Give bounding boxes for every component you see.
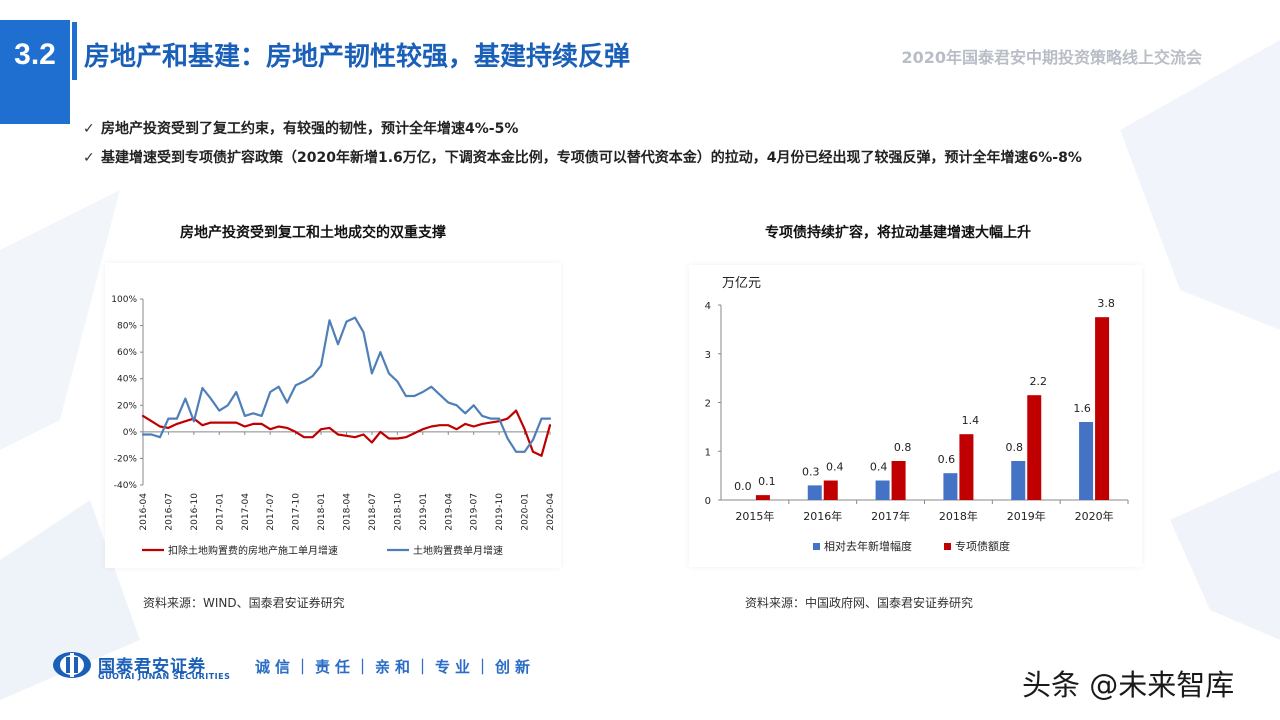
section-number: 3.2 — [0, 20, 70, 124]
x-tick-label: 2018-07 — [368, 493, 378, 531]
bullet-item: ✓ 基建增速受到专项债扩容政策（2020年新增1.6万亿，下调资本金比例，专项债可… — [83, 150, 1082, 166]
right-chart-source: 资料来源：中国政府网、国泰君安证券研究 — [745, 596, 974, 610]
bar-chart: 万亿元 0 1 2 3 4 2015年 0.0 0.1 2016年 0.3 0.4 2017年 0.4 0.… — [705, 276, 1129, 553]
left-chart-title: 房地产投资受到复工和土地成交的双重支撑 — [180, 225, 446, 241]
legend-label-1: 土地购置费单月增速 — [413, 544, 503, 557]
data-label-1: 2.2 — [1030, 375, 1048, 388]
company-motto: 诚信｜责任｜亲和｜专业｜创新 — [255, 658, 536, 676]
left-chart-panel: 100% 80% 60% 40% 20% 0% -20% -40% 2016-04 2016-07… — [105, 263, 561, 568]
x-tick-label: 2017-07 — [266, 493, 276, 531]
x-tick-label: 2019-10 — [495, 493, 505, 531]
bar-0 — [807, 485, 822, 500]
x-tick-label: 2016-10 — [190, 493, 200, 531]
bar-1 — [823, 480, 838, 500]
data-label-0: 0.3 — [802, 465, 820, 478]
x-tick-label: 2018年 — [939, 509, 978, 523]
x-tick-label: 2018-01 — [317, 493, 327, 531]
right-chart-panel: 万亿元 0 1 2 3 4 2015年 0.0 0.1 2016年 0.3 0.4 2017年 0.4 0.… — [689, 265, 1142, 567]
bar-0 — [1011, 461, 1026, 500]
data-label-1: 1.4 — [962, 414, 980, 427]
data-label-1: 0.1 — [758, 475, 776, 488]
legend-label-0: 扣除土地购置费的房地产施工单月增速 — [168, 544, 338, 557]
y-tick-label: 80% — [117, 322, 137, 332]
y-tick-label: 100% — [111, 295, 137, 305]
event-title: 2020年国泰君安中期投资策略线上交流会 — [901, 48, 1202, 67]
y-tick-label: 2 — [705, 399, 711, 410]
right-chart-title: 专项债持续扩容，将拉动基建增速大幅上升 — [765, 225, 1031, 241]
y-tick-label: 60% — [117, 348, 137, 358]
x-tick-label: 2020-04 — [546, 493, 556, 531]
bar-1 — [891, 461, 906, 500]
bar-1 — [959, 434, 974, 500]
legend-label-0: 相对去年新增幅度 — [824, 539, 912, 553]
x-tick-label: 2016年 — [803, 509, 842, 523]
bar-0 — [1079, 422, 1094, 500]
y-tick-label: 0 — [705, 496, 711, 507]
data-label-1: 0.8 — [894, 441, 912, 454]
x-tick-label: 2019-04 — [444, 493, 454, 531]
y-tick-label: 0% — [123, 428, 138, 438]
data-label-0: 0.8 — [1006, 441, 1024, 454]
x-tick-label: 2015年 — [735, 509, 774, 523]
x-tick-label: 2017-01 — [215, 493, 225, 531]
x-tick-label: 2017-04 — [241, 493, 251, 531]
company-name: 国泰君安证券 — [98, 657, 206, 677]
x-tick-label: 2020年 — [1075, 509, 1114, 523]
data-label-1: 3.8 — [1097, 297, 1115, 310]
x-tick-label: 2019-07 — [470, 493, 480, 531]
title-accent-bar — [72, 22, 77, 80]
y-tick-label: 4 — [705, 301, 711, 312]
x-tick-label: 2019年 — [1007, 509, 1046, 523]
page-title: 房地产和基建：房地产韧性较强，基建持续反弹 — [84, 42, 631, 72]
x-tick-label: 2016-04 — [139, 493, 149, 531]
watermark: 头条 @未来智库 — [1022, 668, 1235, 702]
y-tick-label: 1 — [705, 447, 711, 458]
bullet-list: ✓ 房地产投资受到了复工约束，有较强的韧性，预计全年增速4%-5% ✓ 基建增速受到… — [83, 119, 1082, 177]
y-tick-label: -20% — [114, 454, 138, 464]
data-label-0: 0.6 — [938, 453, 956, 466]
bar-1 — [755, 495, 770, 500]
x-tick-label: 2016-07 — [164, 493, 174, 531]
bar-0 — [943, 473, 958, 500]
line-chart: 100% 80% 60% 40% 20% 0% -20% -40%2016-04 2016-07… — [111, 295, 556, 557]
data-label-0: 0.4 — [870, 461, 888, 474]
y-axis-unit: 万亿元 — [722, 276, 761, 291]
y-tick-label: 3 — [705, 350, 711, 361]
bullet-item: ✓ 房地产投资受到了复工约束，有较强的韧性，预计全年增速4%-5% — [83, 121, 519, 137]
legend-swatch-1 — [944, 543, 951, 550]
series-line-0 — [141, 409, 552, 457]
data-label-0: 0.0 — [734, 480, 752, 493]
data-label-1: 0.4 — [826, 461, 844, 474]
bar-1 — [1095, 317, 1110, 500]
check-icon: ✓ — [83, 150, 95, 166]
x-tick-label: 2017-10 — [292, 493, 302, 531]
legend-label-1: 专项债额度 — [955, 539, 1010, 553]
x-tick-label: 2020-01 — [521, 493, 531, 531]
x-tick-label: 2019-01 — [419, 493, 429, 531]
company-name-en: GUOTAI JUNAN SECURITIES — [98, 672, 231, 681]
legend-swatch-0 — [813, 543, 820, 550]
left-chart-source: 资料来源：WIND、国泰君安证券研究 — [143, 596, 345, 610]
y-tick-label: 20% — [117, 401, 137, 411]
bar-1 — [1027, 395, 1042, 500]
data-label-0: 1.6 — [1073, 402, 1091, 415]
x-tick-label: 2018-04 — [343, 493, 353, 531]
company-logo-icon — [53, 652, 91, 678]
x-tick-label: 2018-10 — [393, 493, 403, 531]
check-icon: ✓ — [83, 121, 95, 137]
bar-0 — [875, 480, 890, 500]
x-tick-label: 2017年 — [871, 509, 910, 523]
y-tick-label: 40% — [117, 375, 137, 385]
y-tick-label: -40% — [114, 481, 138, 491]
series-line-1 — [141, 316, 552, 453]
